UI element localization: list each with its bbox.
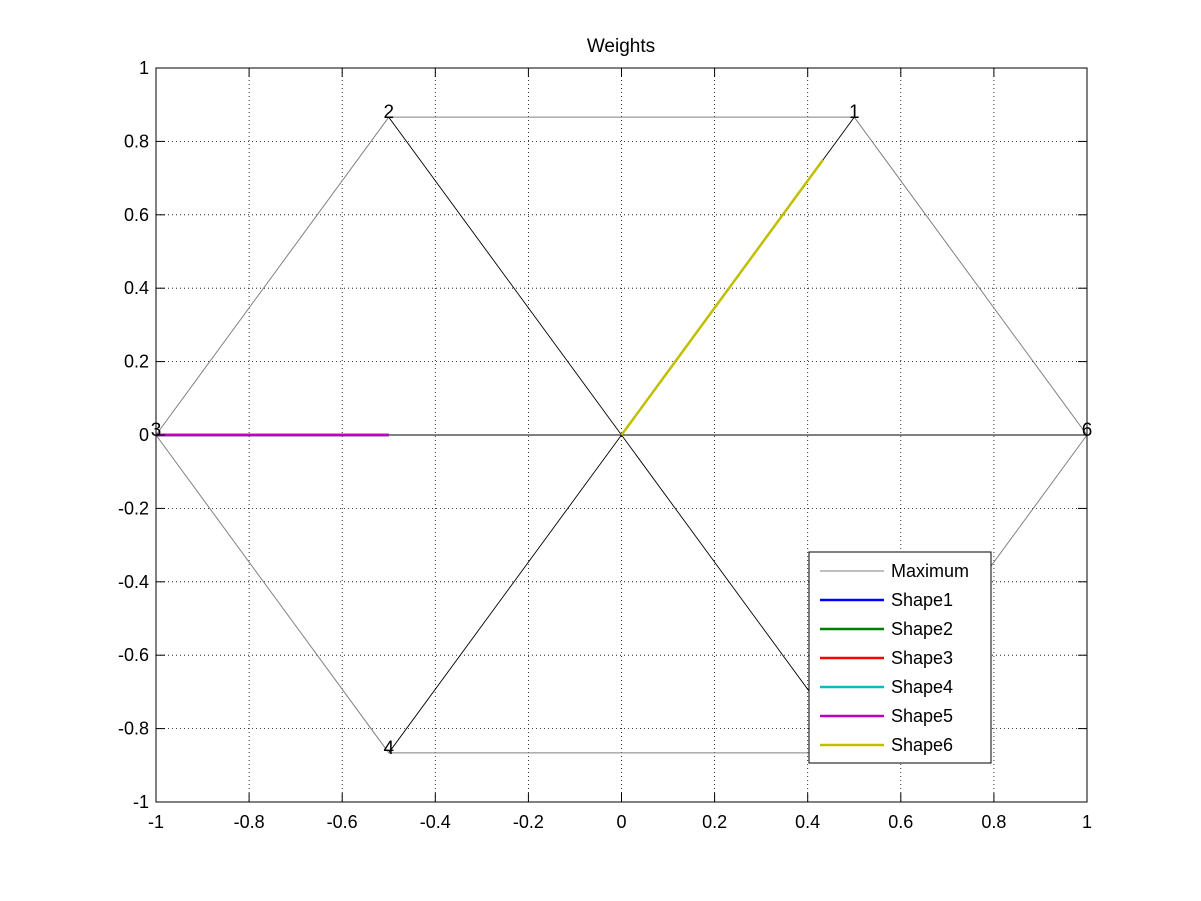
legend-label-shape3: Shape3 (891, 648, 953, 668)
y-tick-label: 0.2 (124, 352, 149, 372)
x-tick-label: 0 (616, 812, 626, 832)
vertex-label-2: 2 (383, 102, 394, 123)
y-tick-label: -0.6 (118, 645, 149, 665)
y-tick-label: -0.2 (118, 498, 149, 518)
legend-label-shape5: Shape5 (891, 706, 953, 726)
x-tick-label: 0.6 (888, 812, 913, 832)
spoke-4 (388, 434, 622, 754)
series-shape6 (620, 159, 825, 436)
y-tick-label: 0.6 (124, 205, 149, 225)
y-tick-label: 0.8 (124, 131, 149, 151)
y-tick-label: 0.4 (124, 278, 149, 298)
x-tick-label: -0.6 (327, 812, 358, 832)
y-tick-label: 0 (139, 425, 149, 445)
spoke-2 (388, 116, 622, 436)
y-tick-label: -0.8 (118, 719, 149, 739)
x-tick-label: 0.4 (795, 812, 820, 832)
y-tick-label: -0.4 (118, 572, 149, 592)
y-tick-label: -1 (133, 792, 149, 812)
x-tick-label: -1 (148, 812, 164, 832)
series-lines (155, 116, 1088, 754)
legend: Maximum Shape1 Shape2 Shape3 Shape4 Shape5 Sha… (808, 551, 992, 764)
vertex-label-1: 1 (849, 102, 860, 123)
legend-label-shape4: Shape4 (891, 677, 953, 697)
y-tick-label: 1 (139, 58, 149, 78)
legend-label-shape2: Shape2 (891, 619, 953, 639)
x-tick-label: -0.2 (513, 812, 544, 832)
x-tick-label: -0.8 (234, 812, 265, 832)
legend-label-shape1: Shape1 (891, 590, 953, 610)
x-tick-label: -0.4 (420, 812, 451, 832)
vertex-label-4: 4 (383, 738, 394, 759)
axis-ticks: -1 -0.8 -0.6 -0.4 -0.2 0 0.2 0.4 0.6 0.8 1 -1 -0.8 -0… (118, 58, 1092, 832)
x-tick-label: 1 (1082, 812, 1092, 832)
chart-title: Weights (587, 36, 655, 57)
legend-label-shape6: Shape6 (891, 735, 953, 755)
legend-label-maximum: Maximum (891, 561, 969, 581)
x-tick-label: 0.2 (702, 812, 727, 832)
x-tick-label: 0.8 (981, 812, 1006, 832)
